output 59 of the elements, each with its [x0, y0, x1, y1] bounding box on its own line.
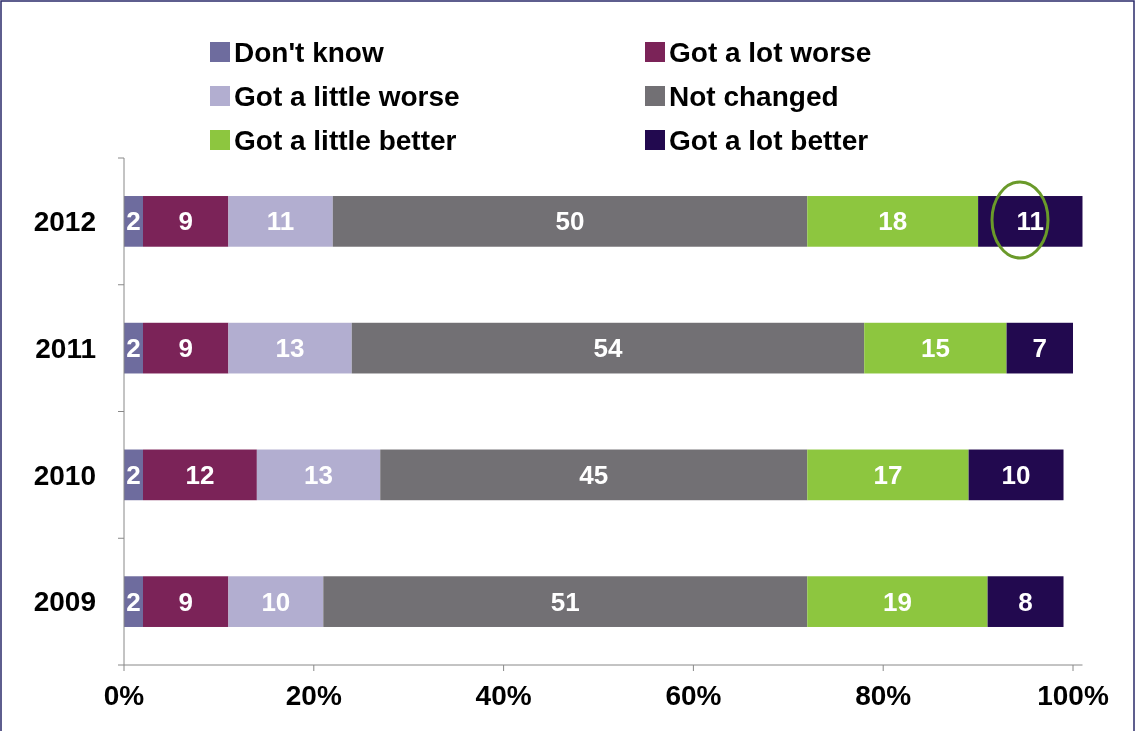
- bar: [142, 322, 229, 374]
- data-label: 2: [126, 586, 141, 617]
- x-tick-label: 40%: [475, 680, 532, 711]
- data-label: 54: [593, 333, 623, 364]
- data-label: 2: [126, 206, 141, 237]
- data-label: 8: [1018, 586, 1033, 617]
- data-label: 2: [126, 333, 141, 364]
- data-label: 15: [920, 333, 950, 364]
- bar: [807, 449, 969, 501]
- data-label: 9: [178, 333, 193, 364]
- x-tick-label: 60%: [665, 680, 722, 711]
- legend-label: Got a little worse: [234, 80, 460, 112]
- y-tick-label: 2012: [33, 206, 96, 238]
- bar: [228, 322, 352, 374]
- legend-label: Not changed: [669, 80, 839, 112]
- data-label: 13: [275, 333, 305, 364]
- data-label: 10: [1001, 459, 1031, 490]
- bar: [351, 322, 865, 374]
- bar: [987, 576, 1064, 627]
- bar: [380, 449, 808, 501]
- bar: [228, 576, 324, 627]
- data-label: 18: [878, 206, 908, 237]
- data-label: 10: [261, 586, 291, 617]
- y-tick-label: 2010: [33, 459, 96, 491]
- data-label: 17: [873, 459, 903, 490]
- bar: [807, 196, 979, 247]
- bar: [332, 196, 808, 247]
- x-tick-label: 80%: [855, 680, 912, 711]
- legend-label: Got a lot better: [669, 124, 869, 156]
- data-label: 7: [1032, 333, 1048, 364]
- bar: [323, 576, 808, 627]
- data-label: 13: [304, 459, 334, 490]
- data-label: 50: [555, 206, 585, 237]
- legend-label: Got a little better: [234, 124, 457, 156]
- bar: [1006, 322, 1073, 374]
- x-tick-label: 0%: [103, 680, 145, 711]
- legend-label: Got a lot worse: [669, 36, 872, 68]
- data-label: 45: [579, 459, 609, 490]
- data-label: 12: [185, 459, 215, 490]
- data-label: 11: [266, 206, 295, 237]
- data-label: 19: [882, 586, 912, 617]
- data-label: 9: [178, 586, 193, 617]
- bar: [142, 449, 257, 501]
- bar: [968, 449, 1064, 501]
- x-tick-label: 100%: [1037, 680, 1109, 711]
- bar: [142, 576, 229, 627]
- bar: [256, 449, 381, 501]
- data-label: 2: [126, 459, 141, 490]
- x-tick-label: 20%: [285, 680, 342, 711]
- y-tick-label: 2009: [33, 586, 96, 618]
- bar: [807, 576, 988, 627]
- bar: [228, 196, 333, 247]
- data-label: 9: [178, 206, 193, 237]
- legend-label: Don't know: [234, 36, 384, 68]
- data-label: 51: [550, 586, 580, 617]
- y-tick-label: 2011: [35, 332, 96, 364]
- bar: [142, 196, 229, 247]
- bar: [864, 322, 1007, 374]
- data-label: 11: [1016, 206, 1045, 237]
